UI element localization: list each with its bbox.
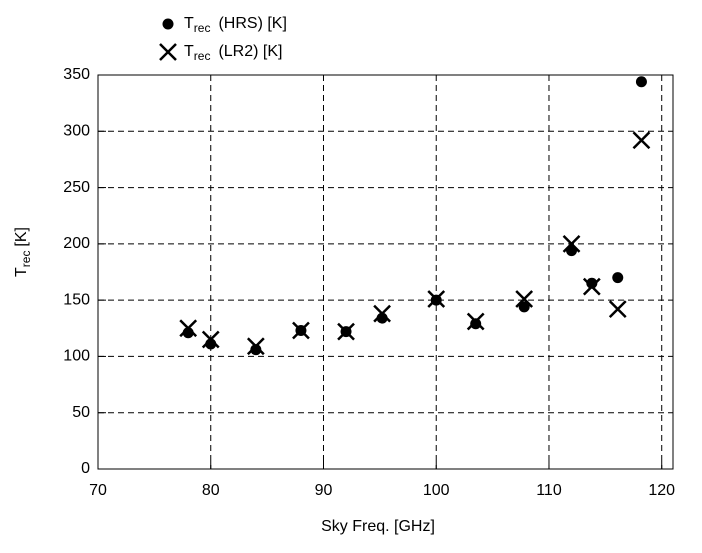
y-tick-label: 150 <box>63 291 90 308</box>
legend-entry: Trec (LR2) [K] <box>184 43 282 63</box>
point <box>612 272 624 284</box>
legend-main: T <box>184 15 194 32</box>
point <box>582 277 601 296</box>
legend-name: (LR2) [K] <box>218 43 282 60</box>
legend-main: T <box>184 43 194 60</box>
point <box>373 304 392 323</box>
point <box>586 277 598 289</box>
legend-name: (HRS) [K] <box>218 15 286 32</box>
point <box>608 300 627 319</box>
x-tick-label: 100 <box>423 482 450 499</box>
point <box>562 234 581 253</box>
legend-symbol <box>162 18 174 30</box>
point <box>201 330 220 349</box>
point <box>515 290 534 308</box>
x-tick-label: 70 <box>89 482 107 499</box>
y-label-sub: rec <box>19 251 33 268</box>
x-axis-label: Sky Freq. [GHz] <box>321 518 435 535</box>
point <box>427 290 446 308</box>
point <box>292 321 310 340</box>
y-tick-label: 50 <box>72 404 90 421</box>
y-tick-label: 100 <box>63 348 90 365</box>
y-axis-label: Trec [K] <box>13 227 33 277</box>
y-tick-label: 350 <box>63 66 90 83</box>
legend-sub: rec <box>194 49 211 63</box>
y-tick-label: 0 <box>81 460 90 477</box>
x-tick-label: 90 <box>315 482 333 499</box>
plot-frame <box>97 74 674 470</box>
x-tick-label: 120 <box>648 482 675 499</box>
point <box>250 344 262 356</box>
y-tick-label: 200 <box>63 235 90 252</box>
legend-sub: rec <box>194 21 211 35</box>
point <box>470 318 482 330</box>
point <box>246 337 265 356</box>
x-tick-label: 80 <box>202 482 220 499</box>
y-tick-label: 250 <box>63 179 90 196</box>
point <box>179 319 198 338</box>
x-tick-label: 110 <box>536 482 562 499</box>
point <box>518 301 530 313</box>
y-label-unit: [K] <box>13 227 30 247</box>
point <box>466 312 485 331</box>
legend-entry: Trec (HRS) [K] <box>184 15 287 35</box>
point <box>635 76 647 88</box>
point <box>632 131 651 150</box>
y-tick-label: 300 <box>63 123 90 140</box>
legend-symbol <box>159 43 177 61</box>
y-label-main: T <box>13 267 30 277</box>
point <box>337 322 355 341</box>
